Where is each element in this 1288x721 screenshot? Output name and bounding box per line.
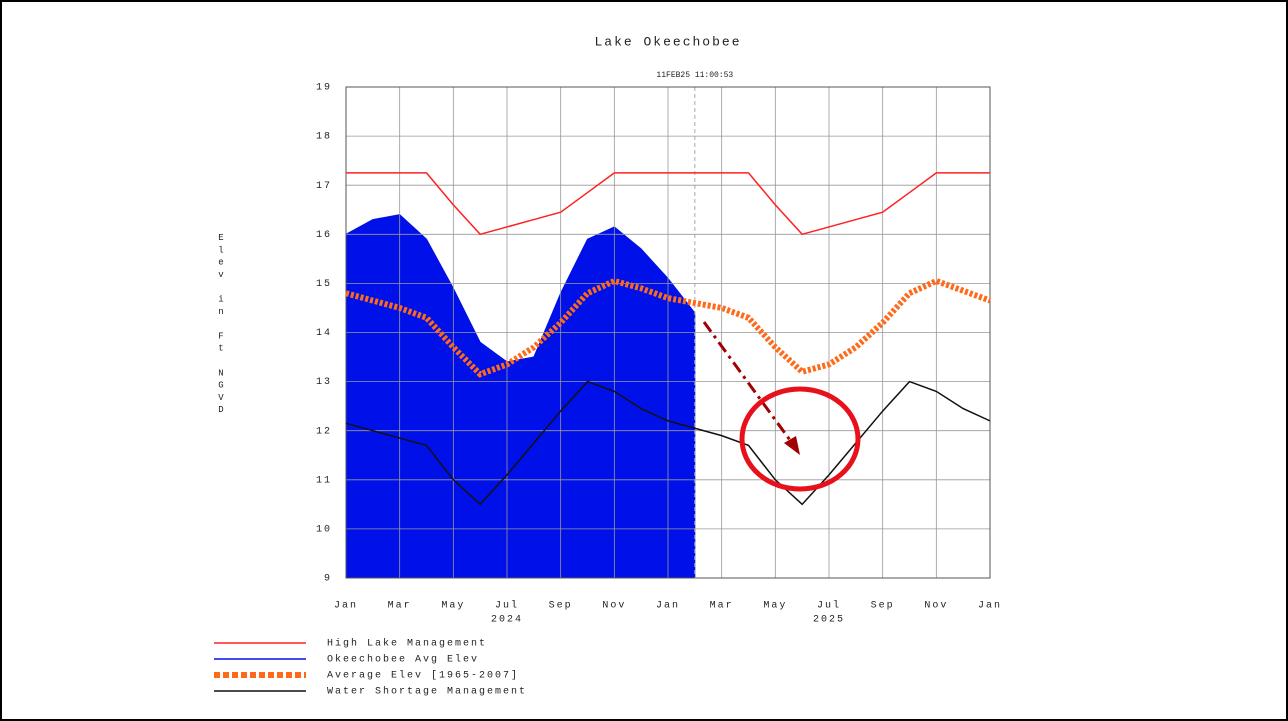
- plot-border: [345, 86, 991, 579]
- legend-label: Water Shortage Management: [327, 686, 527, 698]
- marks: 11FEB25 11:00:53 9 10 11 12 13 14 15 16 17 18 19 Jan…: [214, 71, 1002, 698]
- x-tick-label: Jan: [978, 601, 1002, 612]
- highlight-circle: [739, 386, 861, 492]
- y-tick-label: 11: [316, 475, 332, 486]
- line: [345, 380, 991, 506]
- year-label: 2024: [491, 615, 523, 626]
- x-tick-label: Jan: [334, 601, 358, 612]
- trend-arrow: [702, 321, 797, 448]
- annotation: [702, 321, 861, 492]
- x-tick-label: Mar: [388, 601, 412, 612]
- y-tick-label: 14: [316, 328, 332, 339]
- legend-label: High Lake Management: [327, 638, 487, 650]
- y-tick-label: 15: [316, 279, 332, 290]
- x-tick-label: Mar: [710, 601, 734, 612]
- year-label: 2025: [813, 615, 845, 626]
- y-tick-label: 13: [316, 377, 332, 388]
- y-tick-label: 10: [316, 525, 332, 536]
- x-tick-label: Jul: [495, 600, 519, 612]
- arrow-head: [784, 436, 800, 455]
- x-tick-label: Jan: [656, 601, 680, 612]
- y-tick-label: 17: [316, 181, 332, 192]
- timestamp: 11FEB25 11:00:53: [656, 71, 733, 80]
- x-tick-label: May: [763, 601, 787, 612]
- y-tick-label: 9: [324, 574, 332, 585]
- x-tick-label: Jul: [817, 600, 841, 612]
- x-tick-label: Sep: [549, 601, 573, 612]
- area: [345, 214, 696, 579]
- x-tick-label: Nov: [602, 601, 626, 612]
- x-tick-label: Nov: [924, 601, 948, 612]
- legend-label: Average Elev [1965-2007]: [327, 670, 519, 682]
- line: [345, 277, 992, 378]
- legend-label: Okeechobee Avg Elev: [327, 654, 479, 666]
- y-tick-label: 18: [316, 132, 332, 143]
- y-tick-label: 19: [316, 83, 332, 94]
- y-tick-label: 12: [316, 426, 332, 437]
- line: [346, 172, 990, 236]
- x-tick-label: Sep: [871, 601, 895, 612]
- x-tick-label: May: [441, 601, 465, 612]
- y-tick-label: 16: [316, 230, 332, 241]
- chart-title: Lake Okeechobee: [594, 34, 741, 49]
